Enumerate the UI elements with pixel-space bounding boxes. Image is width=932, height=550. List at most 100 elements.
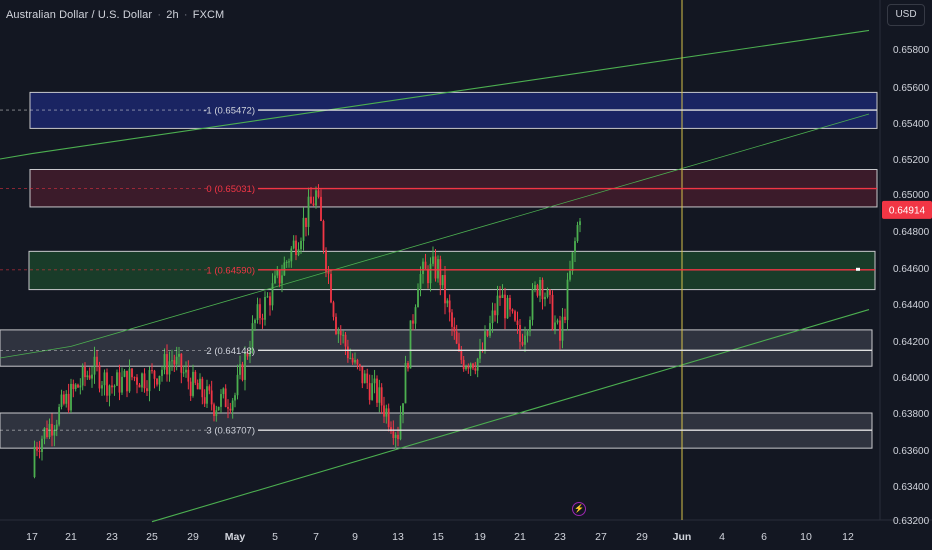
candle-body	[136, 377, 138, 385]
x-tick-label: 23	[554, 531, 566, 543]
y-tick-label: 0.65800	[893, 45, 930, 56]
candle-body	[288, 261, 290, 263]
candle-body	[153, 370, 156, 379]
candle-body	[576, 225, 579, 242]
candle-body	[166, 354, 168, 375]
channel-line-upper[interactable]	[31, 29, 870, 155]
x-tick-label: 7	[313, 531, 319, 543]
candle-body	[271, 283, 274, 306]
candle-body	[394, 434, 397, 438]
interval-label: 2h	[166, 9, 179, 21]
candle-body	[556, 320, 559, 323]
level-handle[interactable]	[856, 267, 860, 271]
candle-body	[290, 248, 293, 262]
candle-body	[325, 250, 327, 272]
candle-body	[65, 393, 68, 404]
candle-body	[462, 359, 465, 370]
candle-body	[236, 374, 239, 396]
candle-body	[307, 196, 310, 227]
candle-body	[402, 403, 404, 415]
candle-body	[536, 285, 539, 296]
channel-line-upper-ext[interactable]	[0, 153, 33, 160]
candle-body	[409, 320, 412, 369]
candle-body	[266, 296, 269, 298]
candle-body	[297, 249, 300, 256]
x-tick-label: 25	[146, 531, 158, 543]
candle-body	[175, 356, 178, 365]
candle-body	[476, 358, 479, 371]
channel-line-lower[interactable]	[151, 309, 870, 523]
candle-body	[84, 366, 86, 378]
candle-body	[217, 406, 220, 411]
candle-body	[446, 300, 449, 304]
candle-body	[339, 330, 342, 336]
fib-zone-3[interactable]	[0, 329, 873, 367]
lightning-bolt-icon[interactable]: ⚡	[572, 502, 586, 516]
channel-line-middle-ext[interactable]	[0, 346, 72, 359]
candle-body	[67, 393, 70, 411]
symbol-title[interactable]: Australian Dollar / U.S. Dollar · 2h · F…	[6, 9, 224, 21]
candle-body	[551, 294, 554, 330]
candle-body	[354, 359, 356, 363]
candle-body	[131, 368, 133, 378]
candle-body	[524, 335, 526, 345]
fib-level-label: 2 (0.64148)	[206, 346, 255, 357]
candle-body	[549, 289, 551, 295]
candle-body	[70, 383, 72, 411]
last-price-badge[interactable]	[882, 200, 932, 219]
y-tick-label: 0.64800	[893, 227, 930, 238]
candle-body	[46, 427, 48, 438]
candle-body	[441, 275, 444, 286]
currency-button[interactable]: USD	[887, 4, 925, 26]
candle-body	[51, 423, 53, 436]
candle-body	[259, 304, 261, 319]
candle-body	[256, 304, 259, 320]
candle-body	[241, 364, 244, 380]
candle-body	[424, 261, 427, 269]
candle-body	[194, 371, 197, 383]
candle-body	[158, 375, 161, 385]
candle-body	[526, 331, 529, 336]
x-tick-label: May	[225, 531, 246, 543]
candle-body	[246, 352, 249, 357]
candle-body	[206, 386, 208, 404]
candle-body	[292, 240, 295, 249]
candle-body	[72, 383, 75, 390]
candle-body	[322, 220, 325, 251]
candle-body	[201, 378, 204, 398]
candle-body	[281, 275, 283, 284]
candle-body	[474, 368, 477, 371]
channel-line-middle[interactable]	[70, 113, 870, 347]
candle-body	[285, 261, 288, 263]
candle-body	[366, 373, 369, 384]
y-tick-label: 0.64200	[893, 337, 930, 348]
candle-body	[422, 261, 424, 275]
candle-body	[302, 217, 305, 241]
candle-body	[53, 430, 56, 436]
candle-body	[407, 363, 409, 369]
candle-body	[156, 378, 158, 385]
candle-body	[283, 262, 286, 276]
fib-level-label: -1 (0.65472)	[203, 106, 255, 117]
candle-body	[88, 375, 91, 379]
y-tick-label: 0.63200	[893, 516, 930, 527]
y-tick-label: 0.64000	[893, 373, 930, 384]
candle-body	[96, 356, 98, 366]
candle-body	[344, 334, 347, 347]
candle-body	[504, 294, 506, 319]
candle-body	[138, 384, 141, 388]
candle-body	[392, 431, 395, 438]
candle-body	[312, 203, 315, 206]
candle-body	[346, 346, 349, 359]
x-tick-label: 9	[352, 531, 358, 543]
candle-body	[579, 221, 581, 226]
candle-body	[36, 446, 38, 451]
candle-body	[335, 316, 337, 334]
x-tick-label: 17	[26, 531, 38, 543]
candle-body	[143, 373, 146, 389]
candle-body	[496, 295, 499, 316]
x-tick-label: 19	[474, 531, 486, 543]
x-tick-label: 13	[392, 531, 404, 543]
